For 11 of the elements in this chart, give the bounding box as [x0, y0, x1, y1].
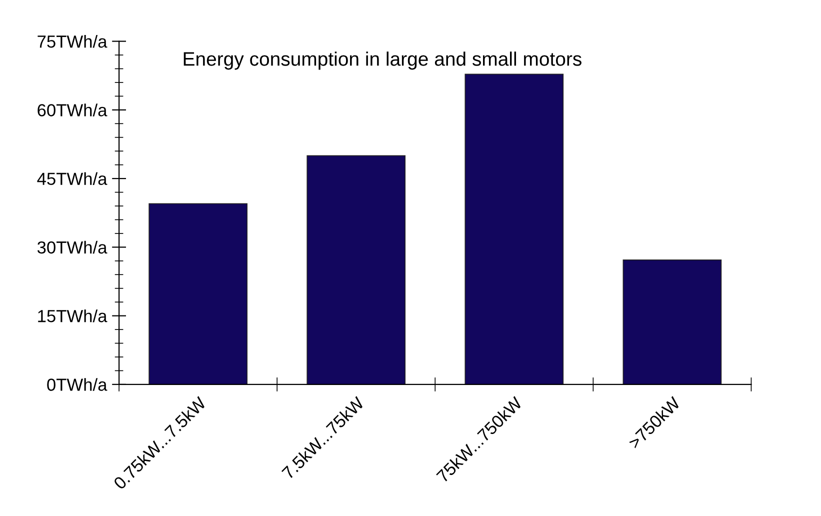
y-tick-label: 30TWh/a: [37, 240, 108, 254]
y-tick-label: 0TWh/a: [47, 378, 108, 391]
y-tick-label: 45TWh/a: [37, 172, 108, 185]
bar: [148, 203, 248, 384]
y-tick-label: 60TWh/a: [38, 104, 108, 116]
chart-title: Energy consumption in large and small motors: [184, 52, 582, 70]
y-tick-label: 15TWh/a: [38, 310, 108, 322]
bar: [306, 155, 406, 384]
y-tick-label: 75TWh/a: [38, 34, 108, 48]
bar: [622, 260, 722, 384]
bar: [464, 74, 564, 384]
